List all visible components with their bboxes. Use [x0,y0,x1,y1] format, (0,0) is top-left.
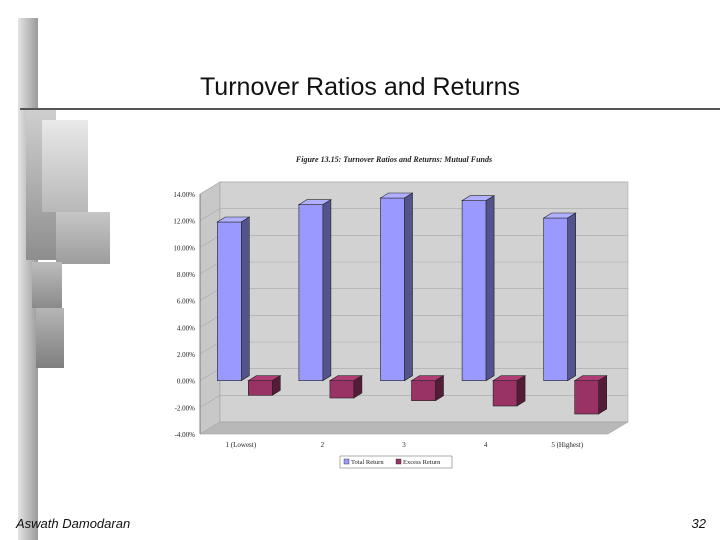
bar-front [461,200,487,381]
x-tick-label: 3 [402,441,406,449]
bar-side [241,216,250,382]
bar-total-return [216,216,251,382]
legend-swatch [395,458,402,465]
bar-side [567,212,577,382]
bar-total-return [461,195,496,382]
y-tick-label: 8.00% [177,271,195,279]
bar-total-return [542,212,577,382]
y-tick-label: 10.00% [173,244,195,252]
bar-excess-return [328,375,363,399]
y-tick-label: 4.00% [177,324,195,332]
bar-side [516,375,526,407]
legend-swatch [343,458,350,465]
bar-front [248,380,273,396]
y-tick-label: -4.00% [175,431,196,439]
y-tick-label: 2.00% [177,351,195,359]
floor [199,421,629,435]
bar-excess-return [492,375,527,407]
gridline [199,395,628,408]
bar-side [353,375,363,399]
x-tick-label: 1 (Lowest) [226,441,257,449]
decor-block [36,308,64,368]
decor-block [56,212,110,264]
bar-side [485,195,495,382]
bar-front [380,197,405,381]
chart-legend: Total Return Excess Return [339,455,453,469]
bar-excess-return [573,375,608,415]
side-wall [199,181,221,435]
bar-side [322,199,332,382]
gridline [199,421,628,435]
y-tick-label: 6.00% [177,298,195,306]
page-number: 32 [691,516,706,531]
bar-side [435,375,444,402]
bar-front [492,380,518,407]
turnover-chart: Figure 13.15: Turnover Ratios and Return… [173,155,629,469]
bar-front [574,380,600,415]
bar-excess-return [247,375,282,396]
bar-excess-return [410,375,445,402]
legend-label: Excess Return [403,459,441,466]
bar-side [598,375,608,415]
bar-side [404,192,413,382]
plot-area: 14.00% 12.00% 10.00% 8.00% 6.00% 4.00% 2.00% 0.… [173,181,629,449]
decor-block [32,262,62,308]
decor-block [42,120,88,212]
bar-front [298,204,324,381]
gridline [199,181,628,195]
x-tick-label: 5 (Highest) [551,441,583,449]
author-footer: Aswath Damodaran [16,516,131,531]
chart-title: Figure 13.15: Turnover Ratios and Return… [295,155,492,164]
bar-total-return [297,199,332,382]
slide-title: Turnover Ratios and Returns [199,73,521,101]
bar-front [411,380,436,401]
bar-front [217,221,242,381]
title-rule [20,108,720,110]
bar-total-return [379,192,414,382]
bar-side [272,375,281,396]
x-tick-label: 2 [321,441,325,449]
bar-front [543,217,569,381]
bar-front [329,380,355,399]
y-tick-label: -2.00% [175,404,196,412]
y-tick-label: 12.00% [173,218,195,226]
x-tick-label: 4 [484,441,488,449]
y-tick-label: 14.00% [173,191,195,199]
legend-label: Total Return [351,459,384,466]
y-tick-label: 0.00% [177,378,195,386]
